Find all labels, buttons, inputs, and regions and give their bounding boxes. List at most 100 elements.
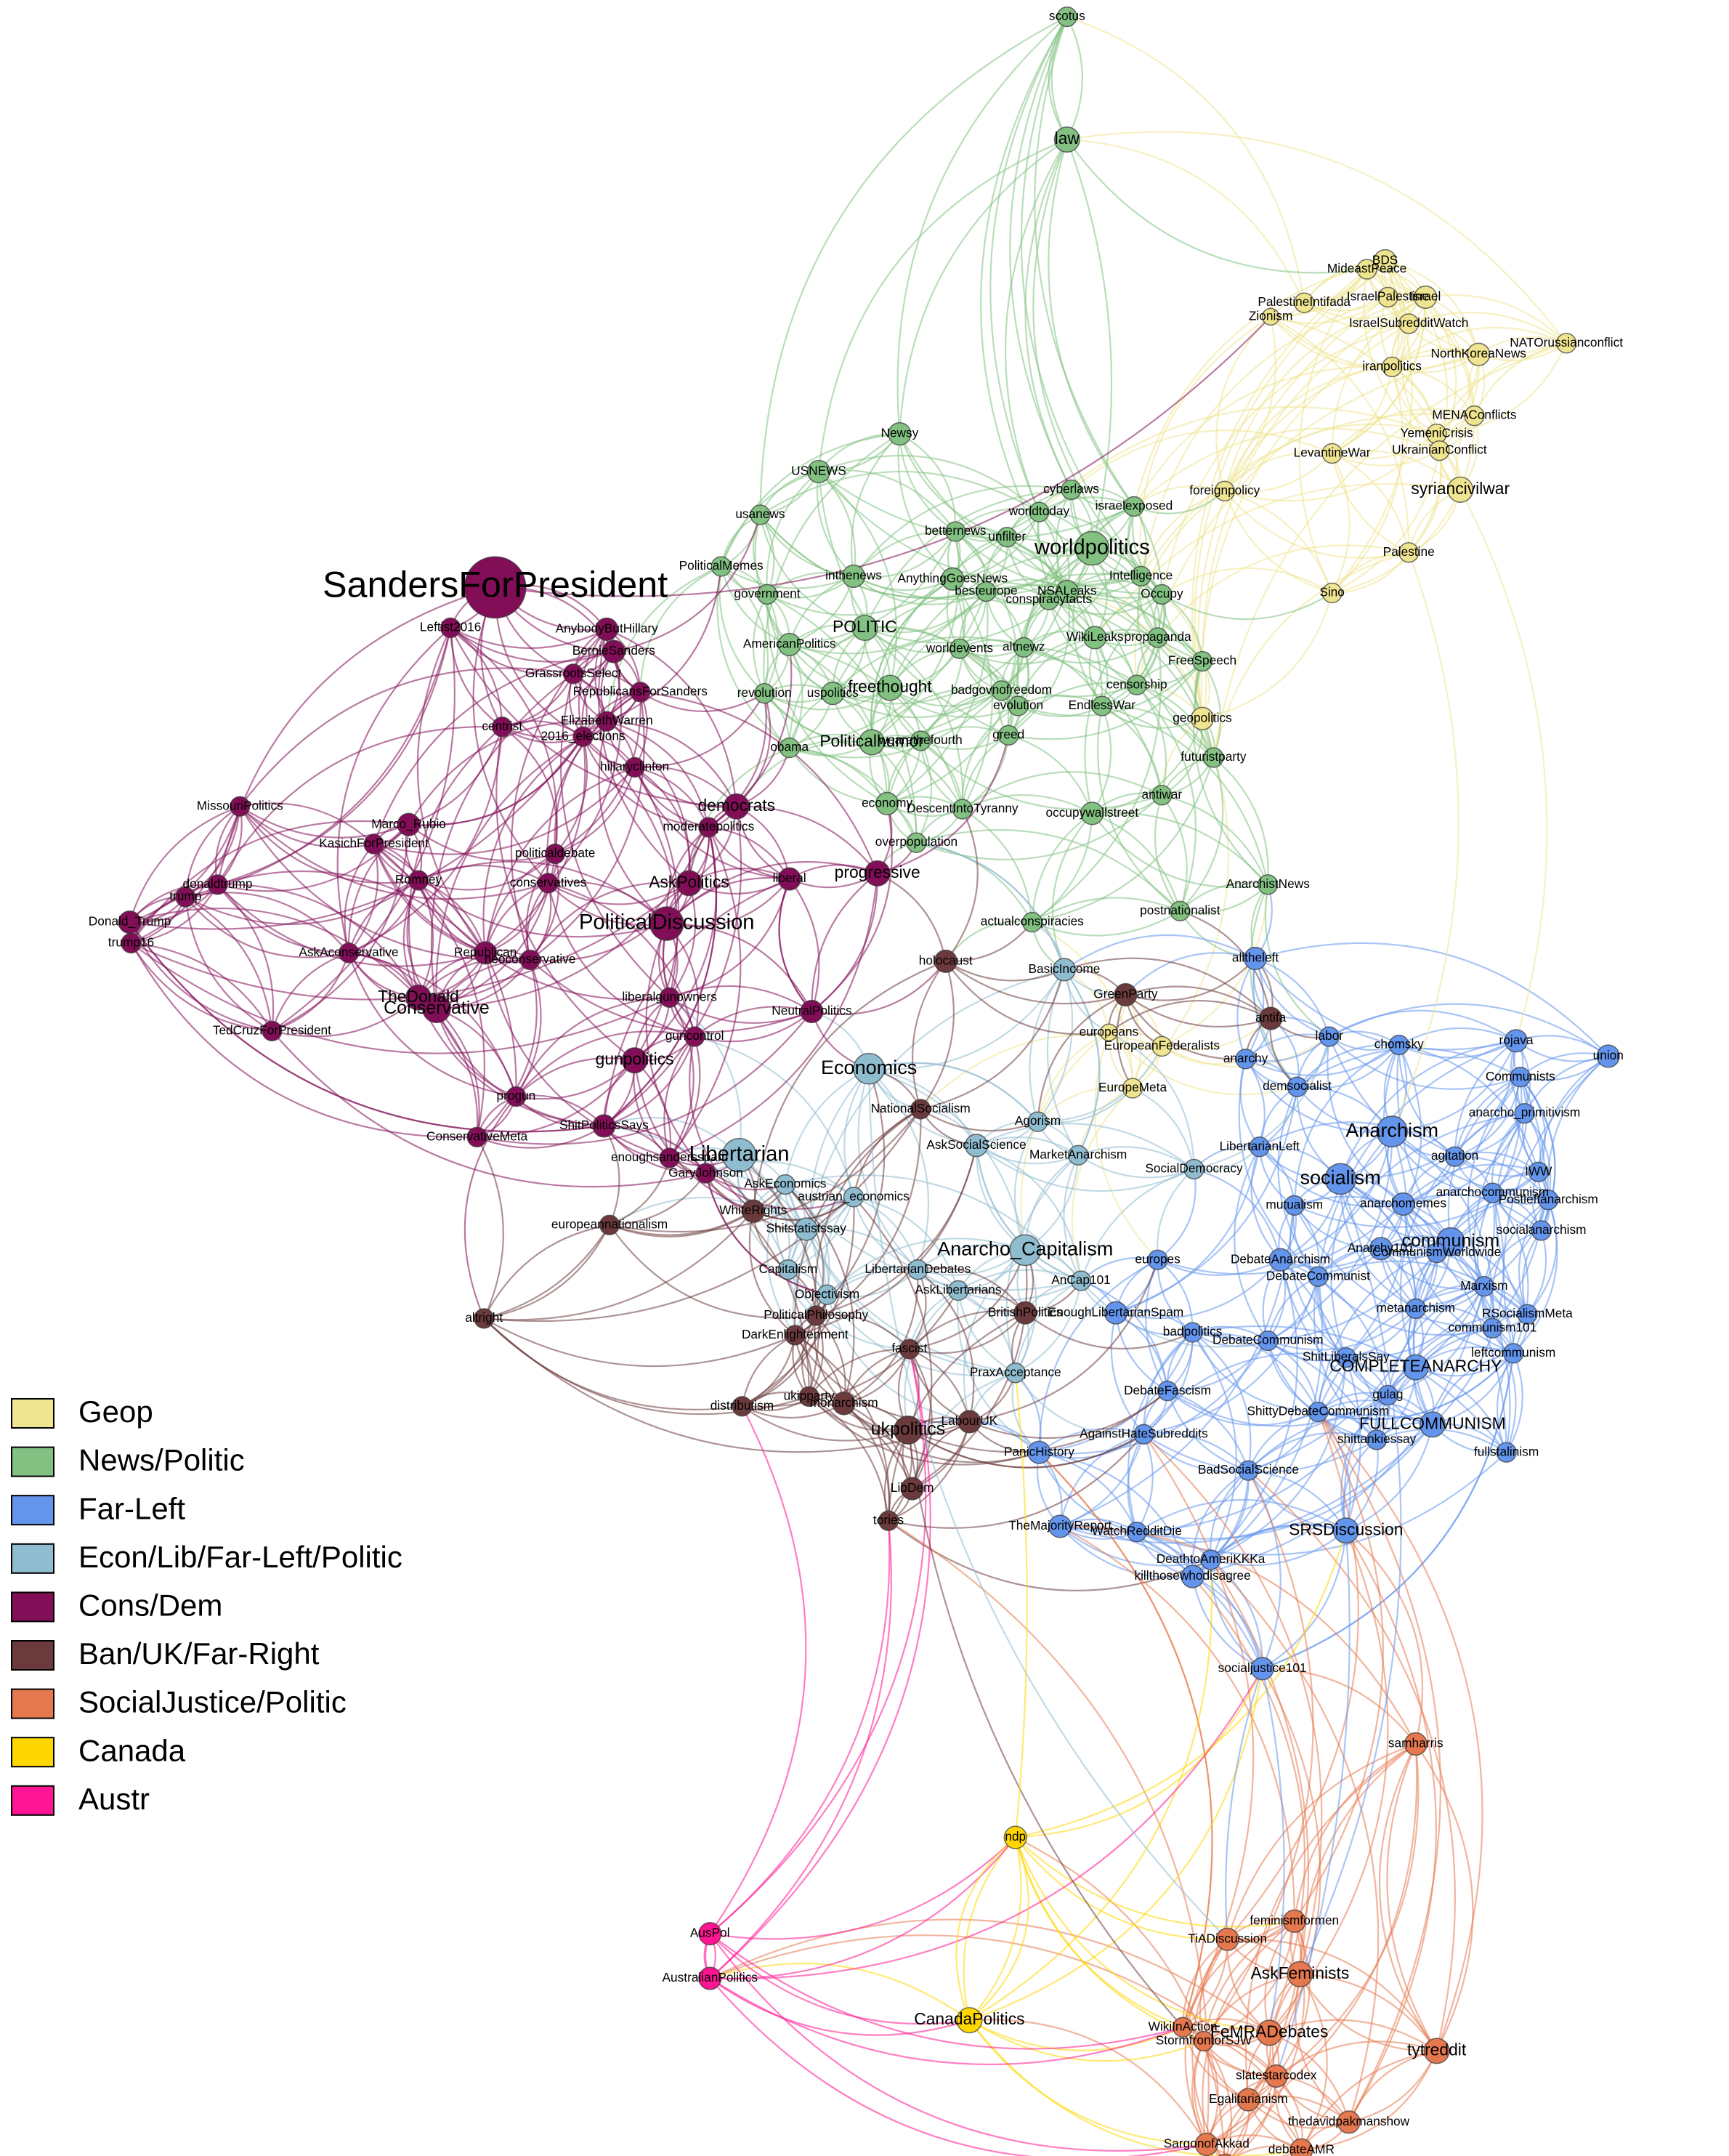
edge xyxy=(1143,1432,1250,1471)
node xyxy=(777,867,801,891)
node xyxy=(338,942,360,964)
node xyxy=(630,682,651,703)
edge xyxy=(1317,1276,1388,1396)
edge xyxy=(495,316,1271,597)
node xyxy=(1048,1514,1072,1538)
node-label: AskPolitics xyxy=(649,872,729,891)
node xyxy=(1447,476,1474,503)
edge xyxy=(888,1434,1145,1529)
edge xyxy=(1248,2095,1350,2123)
edge xyxy=(720,565,769,694)
node-label: freethought xyxy=(848,677,932,696)
edge xyxy=(907,1429,1144,1469)
node xyxy=(1426,1242,1447,1264)
edge xyxy=(1154,795,1181,912)
legend-label: Canada xyxy=(78,1733,186,1767)
node-label: Republican xyxy=(454,945,517,959)
node-label: DebateFascism xyxy=(1124,1383,1211,1397)
edge xyxy=(709,1918,1270,2034)
node-label: PraxAcceptance xyxy=(970,1365,1061,1379)
edge xyxy=(1279,1259,1361,1531)
node-label: DebateAnarchism xyxy=(1231,1251,1330,1266)
node-label: Politicalhumor xyxy=(819,731,924,750)
edge xyxy=(709,1977,1183,2066)
node xyxy=(1414,285,1438,310)
edge xyxy=(501,720,607,738)
node xyxy=(121,932,142,954)
edge xyxy=(818,471,1141,588)
edge xyxy=(1296,1043,1399,1088)
edge xyxy=(1223,296,1426,492)
edge xyxy=(1223,353,1479,492)
edge xyxy=(1262,1530,1347,1670)
edge xyxy=(476,1136,504,1319)
edge xyxy=(604,1116,740,1156)
node xyxy=(1147,627,1168,648)
node-label: Donald_Trump xyxy=(89,914,171,929)
edge xyxy=(1332,296,1427,454)
node-label: monarchism xyxy=(810,1395,878,1410)
edge xyxy=(547,629,623,884)
node-label: NationalSocialism xyxy=(871,1101,971,1115)
edge xyxy=(1247,1470,1346,1532)
node-label: unfilter xyxy=(988,529,1026,544)
edge xyxy=(1210,1357,1347,1561)
node xyxy=(562,663,584,685)
edge xyxy=(668,827,742,1159)
edge xyxy=(709,1977,1207,2156)
edge xyxy=(889,573,1141,689)
node xyxy=(900,1477,924,1501)
edge xyxy=(853,576,987,605)
edge xyxy=(1063,1155,1082,1282)
node xyxy=(698,817,719,838)
edge xyxy=(1080,1280,1268,1348)
node-label: anarchocommunism xyxy=(1436,1184,1549,1199)
edge xyxy=(1491,1192,1529,1354)
node xyxy=(1289,2138,1313,2156)
node-label: LabourUK xyxy=(942,1413,998,1428)
edge xyxy=(963,1249,1026,1422)
edge xyxy=(1008,734,1093,814)
edge xyxy=(217,870,486,954)
edge xyxy=(1268,1530,1389,2034)
edge xyxy=(968,1390,1168,1440)
node xyxy=(723,793,750,820)
edge xyxy=(1157,544,1409,639)
edge xyxy=(1194,1168,1281,1261)
node xyxy=(1398,542,1420,563)
node-label: cyberlaws xyxy=(1043,481,1099,496)
edge xyxy=(582,735,679,998)
node-label: worldtoday xyxy=(1008,504,1070,518)
edge xyxy=(963,1836,1016,2021)
edge xyxy=(968,1559,1213,2022)
edge xyxy=(1234,2075,1277,2156)
node xyxy=(1258,1330,1279,1352)
node-label: Romney xyxy=(395,872,442,887)
node xyxy=(1308,1401,1329,1423)
node xyxy=(1391,1192,1415,1216)
edge xyxy=(818,471,1135,539)
edge xyxy=(1331,408,1475,454)
node-label: communism101 xyxy=(1448,1320,1536,1334)
edge xyxy=(495,727,636,1062)
node-label: altright xyxy=(465,1310,503,1325)
edge xyxy=(1133,485,1226,507)
edge xyxy=(1332,433,1438,460)
node xyxy=(440,617,461,639)
edge xyxy=(969,1668,1263,2022)
node-label: WhiteRights xyxy=(719,1203,787,1217)
edge xyxy=(817,138,1068,472)
node xyxy=(1013,1301,1037,1325)
node xyxy=(800,999,824,1024)
edge xyxy=(348,952,517,1097)
node xyxy=(492,716,513,738)
edge xyxy=(1014,1836,1228,1940)
node-label: BasicIncome xyxy=(1029,961,1101,976)
node xyxy=(997,724,1019,746)
edge xyxy=(709,1349,927,1934)
edge xyxy=(1473,342,1567,416)
node-label: democrats xyxy=(697,796,775,815)
node-label: AnCap101 xyxy=(1051,1272,1111,1287)
edge xyxy=(1108,1000,1271,1033)
